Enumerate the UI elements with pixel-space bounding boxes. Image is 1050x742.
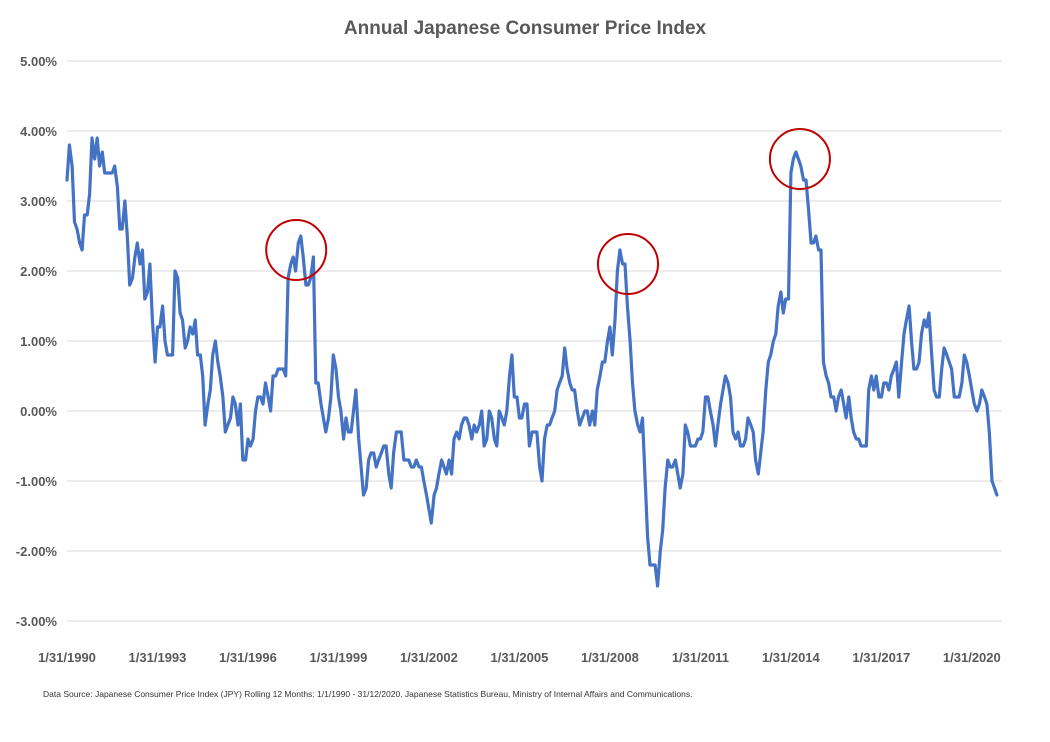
y-axis-ticks: 5.00% 4.00% 3.00% 2.00% 1.00% 0.00% -1.00% -2.0… (16, 54, 58, 629)
y-tick-label: 2.00% (20, 264, 57, 279)
y-tick-label: 3.00% (20, 194, 57, 209)
x-tick-label: 1/31/2014 (762, 650, 821, 665)
y-tick-label: 4.00% (20, 124, 57, 139)
highlight-circles (265, 128, 831, 295)
data-source-note: Data Source: Japanese Consumer Price Ind… (43, 689, 693, 699)
cpi-series-line (65, 136, 999, 588)
x-tick-label: 1/31/1990 (38, 650, 96, 665)
chart-title: Annual Japanese Consumer Price Index (344, 18, 707, 39)
y-tick-label: 1.00% (20, 334, 57, 349)
x-tick-label: 1/31/1996 (219, 650, 277, 665)
x-tick-label: 1/31/1999 (310, 650, 368, 665)
highlight-circle (265, 219, 328, 281)
x-tick-label: 1/31/2002 (400, 650, 458, 665)
x-tick-label: 1/31/2020 (943, 650, 1001, 665)
y-tick-label: 5.00% (20, 54, 57, 69)
x-axis-ticks: 1/31/1990 1/31/1993 1/31/1996 1/31/1999 1/31… (38, 650, 1001, 665)
series-layer (65, 136, 999, 588)
y-tick-label: -3.00% (16, 614, 58, 629)
x-tick-label: 1/31/2011 (672, 650, 729, 665)
y-tick-label: -2.00% (16, 544, 58, 559)
x-tick-label: 1/31/1993 (129, 650, 187, 665)
highlight-circle (597, 233, 659, 295)
x-tick-label: 1/31/2005 (490, 650, 548, 665)
x-tick-label: 1/31/2017 (852, 650, 910, 665)
highlight-circle (768, 128, 831, 190)
x-tick-label: 1/31/2008 (581, 650, 639, 665)
y-tick-label: -1.00% (16, 474, 58, 489)
y-tick-label: 0.00% (20, 404, 57, 419)
gridlines (67, 60, 1002, 622)
